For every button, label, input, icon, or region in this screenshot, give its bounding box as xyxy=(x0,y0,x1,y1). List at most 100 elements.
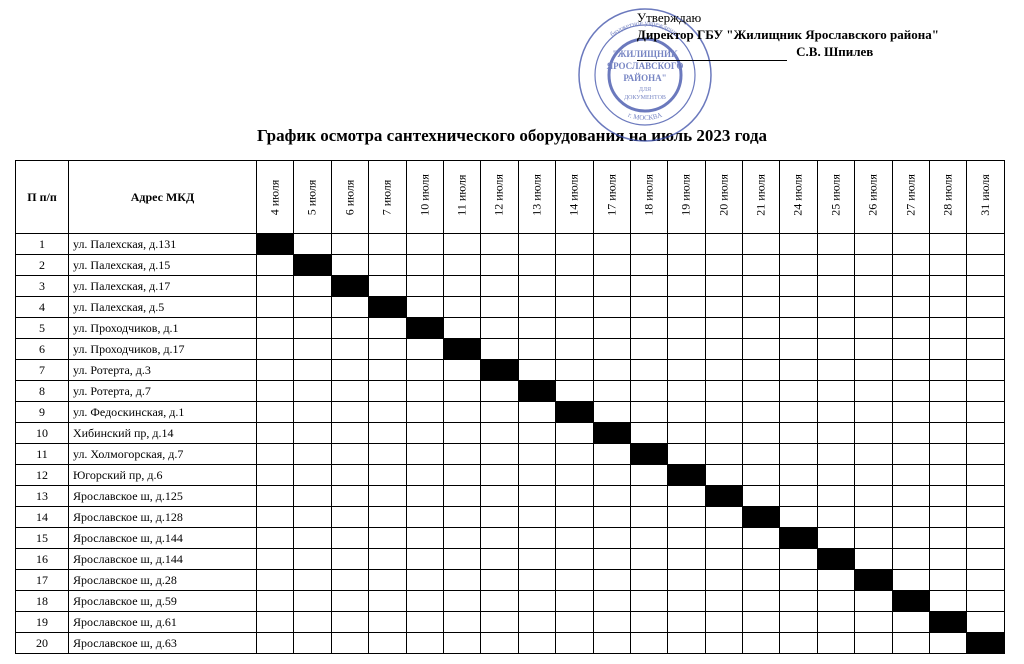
cell-date xyxy=(855,255,892,276)
header-date-label: 13 июля xyxy=(529,179,544,215)
cell-date xyxy=(630,612,667,633)
cell-date xyxy=(294,591,331,612)
cell-date xyxy=(780,591,817,612)
cell-date xyxy=(556,255,593,276)
cell-date xyxy=(556,234,593,255)
cell-date xyxy=(705,549,742,570)
cell-date xyxy=(257,234,294,255)
header-date: 12 июля xyxy=(481,161,518,234)
cell-date xyxy=(668,549,705,570)
cell-date xyxy=(331,591,368,612)
cell-date xyxy=(743,402,780,423)
cell-date xyxy=(930,234,967,255)
document-title: График осмотра сантехнического оборудова… xyxy=(15,126,1009,146)
table-row: 6ул. Проходчиков, д.17 xyxy=(16,339,1005,360)
cell-date xyxy=(930,255,967,276)
cell-num: 14 xyxy=(16,507,69,528)
cell-date xyxy=(705,486,742,507)
cell-date xyxy=(369,528,406,549)
stamp-inner-4: ДЛЯ xyxy=(639,87,651,93)
cell-date xyxy=(443,444,480,465)
cell-date xyxy=(518,381,555,402)
header-num: П п/п xyxy=(16,161,69,234)
cell-date xyxy=(406,507,443,528)
table-header-row: П п/п Адрес МКД 4 июля5 июля6 июля7 июля… xyxy=(16,161,1005,234)
cell-date xyxy=(892,423,929,444)
cell-date xyxy=(930,276,967,297)
cell-date xyxy=(967,633,1005,654)
cell-date xyxy=(892,339,929,360)
header-date: 25 июля xyxy=(817,161,854,234)
cell-date xyxy=(556,276,593,297)
cell-address: Ярославское ш, д.61 xyxy=(68,612,256,633)
cell-date xyxy=(331,423,368,444)
cell-date xyxy=(481,633,518,654)
cell-date xyxy=(369,423,406,444)
cell-date xyxy=(481,528,518,549)
cell-date xyxy=(443,528,480,549)
cell-date xyxy=(743,318,780,339)
cell-date xyxy=(481,360,518,381)
cell-date xyxy=(780,507,817,528)
header-date: 21 июля xyxy=(743,161,780,234)
cell-date xyxy=(294,549,331,570)
cell-date xyxy=(443,612,480,633)
cell-date xyxy=(817,360,854,381)
cell-date xyxy=(369,234,406,255)
cell-date xyxy=(705,465,742,486)
header-block: бюджетное учреждение г. МОСКВА "ЖИЛИЩНИК… xyxy=(15,10,1009,120)
cell-date xyxy=(556,444,593,465)
cell-date xyxy=(780,612,817,633)
cell-date xyxy=(257,465,294,486)
cell-date xyxy=(331,381,368,402)
cell-date xyxy=(668,339,705,360)
cell-date xyxy=(257,444,294,465)
cell-date xyxy=(518,528,555,549)
cell-date xyxy=(369,381,406,402)
cell-date xyxy=(668,276,705,297)
cell-date xyxy=(967,549,1005,570)
cell-date xyxy=(518,591,555,612)
cell-date xyxy=(369,507,406,528)
cell-date xyxy=(743,612,780,633)
cell-date xyxy=(556,612,593,633)
cell-date xyxy=(518,570,555,591)
cell-date xyxy=(481,444,518,465)
cell-date xyxy=(630,549,667,570)
cell-date xyxy=(257,318,294,339)
cell-date xyxy=(294,570,331,591)
cell-date xyxy=(443,465,480,486)
cell-date xyxy=(443,255,480,276)
cell-date xyxy=(481,234,518,255)
cell-date xyxy=(855,570,892,591)
header-date-label: 11 июля xyxy=(455,179,470,215)
cell-num: 6 xyxy=(16,339,69,360)
cell-date xyxy=(518,465,555,486)
cell-date xyxy=(481,591,518,612)
cell-date xyxy=(930,423,967,444)
cell-num: 3 xyxy=(16,276,69,297)
table-row: 15Ярославское ш, д.144 xyxy=(16,528,1005,549)
cell-date xyxy=(855,318,892,339)
cell-date xyxy=(294,465,331,486)
cell-date xyxy=(892,591,929,612)
cell-date xyxy=(930,318,967,339)
cell-date xyxy=(855,486,892,507)
cell-date xyxy=(967,591,1005,612)
cell-date xyxy=(930,339,967,360)
header-date-label: 10 июля xyxy=(417,179,432,215)
cell-date xyxy=(705,633,742,654)
cell-date xyxy=(369,633,406,654)
cell-date xyxy=(257,591,294,612)
header-date-label: 6 июля xyxy=(342,179,357,215)
cell-date xyxy=(518,234,555,255)
cell-date xyxy=(817,570,854,591)
cell-date xyxy=(406,591,443,612)
cell-date xyxy=(630,339,667,360)
cell-date xyxy=(294,297,331,318)
cell-date xyxy=(817,402,854,423)
cell-date xyxy=(369,591,406,612)
cell-date xyxy=(593,297,630,318)
cell-date xyxy=(743,297,780,318)
header-date: 26 июля xyxy=(855,161,892,234)
